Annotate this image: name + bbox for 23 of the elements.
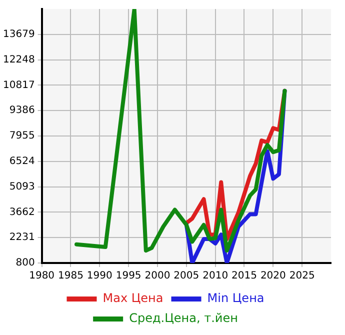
x-tick-label: 2000 — [144, 270, 170, 282]
y-tick-label: 6524 — [9, 156, 35, 167]
x-tick-label: 2020 — [260, 270, 286, 282]
y-tick-label: 2231 — [9, 232, 35, 244]
y-tick-label: 7955 — [9, 130, 35, 142]
legend-label: Max Цена — [102, 291, 164, 306]
x-tick-label: 1985 — [58, 270, 84, 282]
x-tick-label: 1995 — [116, 270, 142, 282]
x-tick-label: 2010 — [202, 270, 228, 282]
legend-label: Сред.Цена, т.йен — [129, 311, 238, 326]
y-tick-label: 12248 — [3, 54, 35, 66]
y-tick-label: 13679 — [3, 28, 35, 40]
y-tick-label: 9386 — [9, 105, 35, 116]
x-tick-label: 1990 — [86, 270, 112, 282]
y-tick-label: 5093 — [9, 181, 35, 192]
y-tick-label: 800 — [16, 258, 35, 269]
y-tick-label: 10817 — [3, 80, 35, 91]
x-tick-label: 2005 — [174, 270, 200, 282]
x-tick-label: 2015 — [232, 270, 257, 282]
y-tick-label: 3662 — [9, 206, 35, 218]
x-tick-label: 1980 — [29, 270, 55, 282]
legend-label: Min Цена — [207, 291, 264, 306]
x-tick-label: 2025 — [289, 270, 315, 282]
